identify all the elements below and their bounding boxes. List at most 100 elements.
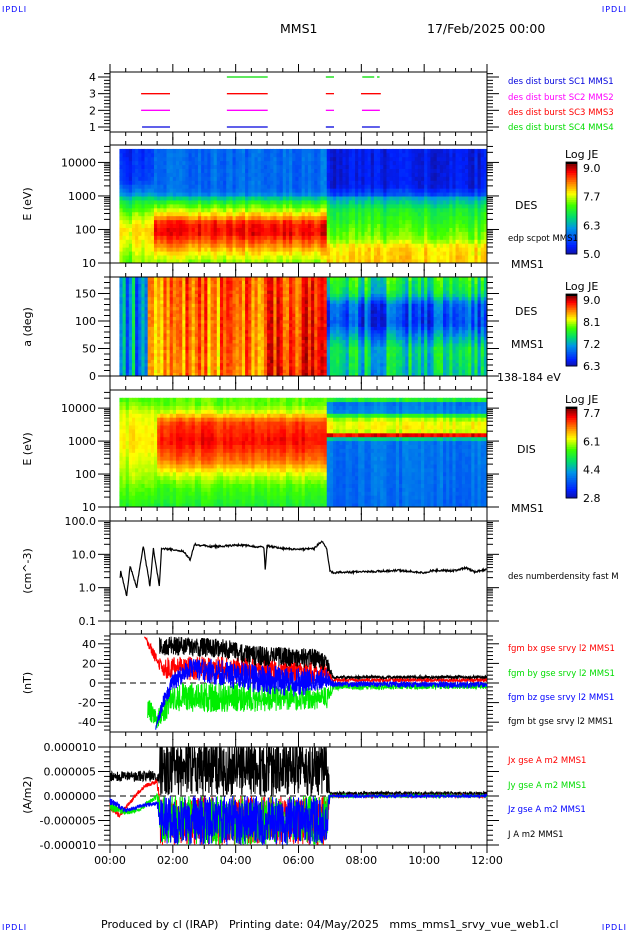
heatmap-cell: [235, 319, 240, 324]
heatmap-cell: [345, 184, 350, 189]
heatmap-cell: [141, 326, 145, 331]
heatmap-cell: [477, 160, 482, 166]
heatmap-cell: [483, 164, 488, 169]
heatmap-cell: [314, 200, 318, 205]
heatmap-cell: [251, 148, 255, 154]
heatmap-cell: [125, 152, 130, 158]
heatmap-cell: [483, 227, 488, 232]
heatmap-cell: [414, 219, 419, 225]
heatmap-cell: [210, 192, 215, 197]
heatmap-cell: [317, 235, 321, 240]
heatmap-cell: [414, 223, 419, 228]
heatmap-cell: [399, 235, 403, 240]
heatmap-cell: [229, 180, 233, 185]
heatmap-cell: [298, 156, 303, 162]
heatmap-cell: [471, 259, 475, 264]
heatmap-cell: [254, 336, 259, 341]
heatmap-cell: [323, 211, 328, 217]
heatmap-cell: [204, 369, 208, 374]
heatmap-cell: [458, 164, 463, 169]
heatmap-cell: [119, 280, 123, 284]
heatmap-cell: [150, 336, 155, 341]
heatmap-cell: [465, 231, 469, 236]
heatmap-cell: [373, 207, 378, 213]
heatmap-cell: [213, 247, 218, 252]
heatmap-cell: [263, 164, 268, 169]
heatmap-cell: [461, 239, 466, 244]
heatmap-cell: [411, 211, 416, 217]
heatmap-cell: [411, 156, 416, 162]
heatmap-cell: [197, 204, 202, 209]
heatmap-cell: [210, 164, 215, 169]
heatmap-cell: [157, 211, 161, 217]
heatmap-cell: [260, 152, 265, 158]
heatmap-cell: [245, 329, 249, 334]
heatmap-cell: [421, 168, 425, 173]
heatmap-cell: [320, 259, 325, 264]
heatmap-cell: [175, 180, 180, 185]
heatmap-cell: [179, 164, 183, 169]
heatmap-cell: [254, 235, 259, 240]
heatmap-cell: [320, 184, 325, 189]
heatmap-cell: [361, 247, 365, 252]
heatmap-cell: [213, 290, 218, 294]
heatmap-cell: [131, 296, 136, 301]
heatmap-cell: [270, 219, 274, 225]
heatmap-cell: [235, 164, 240, 169]
heatmap-cell: [326, 211, 331, 217]
heatmap-cell: [317, 200, 321, 205]
heatmap-cell: [153, 296, 158, 301]
heatmap-cell: [147, 319, 152, 324]
heatmap-cell: [147, 349, 152, 354]
heatmap-cell: [248, 247, 252, 252]
heatmap-cell: [339, 148, 343, 154]
heatmap-cell: [433, 172, 438, 177]
heatmap-cell: [197, 168, 202, 173]
heatmap-cell: [213, 329, 218, 334]
heatmap-cell: [172, 316, 177, 321]
heatmap-cell: [257, 196, 262, 201]
heatmap-cell: [355, 176, 359, 181]
heatmap-cell: [408, 168, 412, 173]
heatmap-cell: [194, 366, 199, 370]
heatmap-cell: [194, 192, 199, 197]
heatmap-cell: [452, 255, 456, 260]
heatmap-cell: [226, 349, 230, 354]
heatmap-cell: [248, 172, 252, 177]
heatmap-cell: [160, 255, 164, 260]
heatmap-cell: [452, 152, 456, 158]
heatmap-cell: [135, 323, 139, 327]
heatmap-cell: [169, 211, 174, 217]
heatmap-cell: [355, 200, 359, 205]
heatmap-cell: [131, 176, 136, 181]
heatmap-cell: [248, 310, 252, 314]
heatmap-cell: [125, 369, 130, 374]
heatmap-cell: [125, 188, 130, 193]
heatmap-cell: [226, 207, 230, 213]
heatmap-cell: [282, 215, 287, 221]
heatmap-cell: [461, 227, 466, 232]
heatmap-cell: [477, 239, 482, 244]
heatmap-cell: [395, 160, 400, 166]
heatmap-cell: [254, 283, 259, 288]
heatmap-cell: [207, 223, 211, 228]
heatmap-cell: [323, 148, 328, 154]
heatmap-cell: [298, 255, 303, 260]
heatmap-cell: [219, 356, 224, 360]
heatmap-cell: [166, 219, 171, 225]
heatmap-cell: [144, 319, 149, 324]
heatmap-cell: [270, 164, 274, 169]
heatmap-cell: [320, 235, 325, 240]
heatmap-cell: [238, 303, 243, 308]
heatmap-cell: [279, 200, 284, 205]
heatmap-cell: [179, 319, 183, 324]
heatmap-cell: [229, 148, 233, 154]
heatmap-cell: [408, 152, 412, 158]
heatmap-cell: [421, 251, 425, 256]
heatmap-cell: [279, 184, 284, 189]
heatmap-cell: [226, 326, 230, 331]
heatmap-cell: [251, 339, 255, 344]
heatmap-cell: [392, 188, 397, 193]
heatmap-cell: [216, 156, 221, 162]
heatmap-cell: [273, 223, 277, 228]
